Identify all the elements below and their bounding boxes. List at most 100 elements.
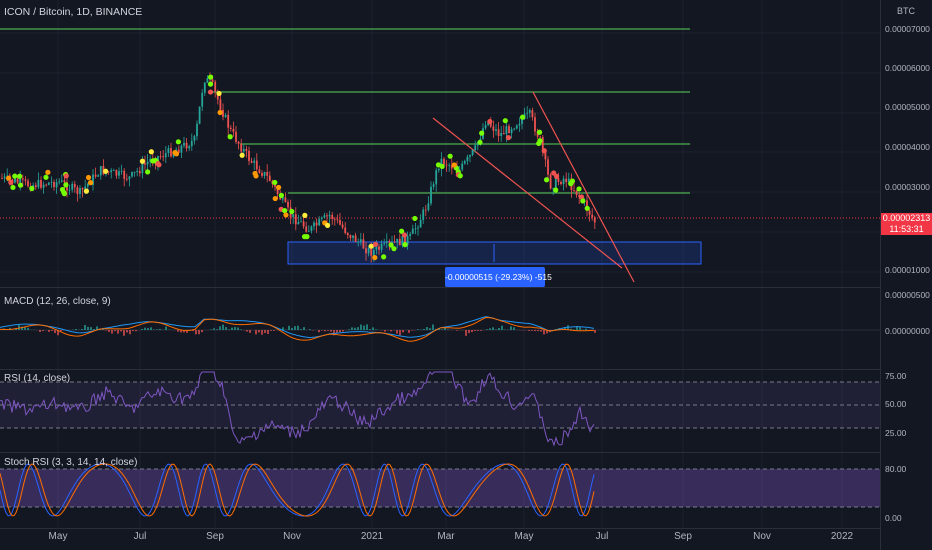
macd-histogram-bar (222, 324, 224, 330)
signal-dot (553, 173, 560, 179)
signal-dot (283, 212, 289, 218)
macd-histogram-bar (540, 330, 542, 332)
price-label: 0.00006000 (885, 63, 930, 73)
macd-histogram-bar (117, 330, 119, 334)
macd-histogram-bar (219, 326, 221, 330)
candle-body (437, 168, 440, 171)
signal-dot (402, 242, 408, 248)
candle-body (131, 172, 133, 177)
candle-body (398, 238, 401, 246)
macd-histogram-bar (570, 328, 572, 330)
candle-body (138, 170, 141, 174)
macd-histogram-bar (384, 330, 386, 332)
macd-histogram-bar (288, 325, 290, 330)
macd-histogram-bar (75, 329, 77, 330)
candle-body (328, 214, 331, 217)
macd-histogram-bar (423, 328, 425, 330)
macd-histogram-bar (489, 328, 491, 330)
macd-histogram-bar (126, 330, 128, 333)
signal-dot (584, 205, 590, 211)
macd-histogram-bar (255, 330, 257, 335)
macd-title[interactable]: MACD (12, 26, close, 9) (4, 296, 111, 307)
candle-body (573, 189, 575, 191)
macd-histogram-bar (426, 327, 428, 330)
candle-body (427, 203, 430, 210)
candle-body (339, 219, 341, 225)
macd-histogram-bar (486, 329, 488, 330)
candle-body (508, 126, 510, 134)
candle-body (505, 126, 508, 135)
candle-body (497, 129, 500, 137)
candle-body (547, 159, 549, 175)
candle-body (281, 197, 284, 200)
pane-separator-rsi[interactable] (0, 369, 880, 370)
pane-separator-stoch[interactable] (0, 452, 880, 453)
candle-body (79, 188, 81, 194)
price-range-measure-label[interactable]: -0.00000515 (-29.23%) -515 (445, 267, 552, 287)
candle-body (513, 128, 516, 130)
macd-histogram-bar (51, 330, 53, 331)
macd-histogram-bar (297, 325, 299, 330)
rsi-title[interactable]: RSI (14, close) (4, 373, 71, 384)
time-label: Nov (753, 531, 771, 542)
macd-histogram-bar (228, 329, 230, 330)
signal-dot (412, 215, 418, 222)
price-axis[interactable] (880, 0, 932, 550)
signal-dot (541, 148, 547, 154)
candle-body (123, 170, 126, 179)
macd-histogram-bar (324, 330, 326, 332)
macd-histogram-bar (390, 330, 392, 332)
signal-dot (216, 90, 222, 97)
signal-dot (439, 163, 445, 170)
candle-body (58, 181, 61, 183)
candle-body (331, 214, 334, 219)
macd-histogram-bar (108, 330, 110, 332)
candle-body (378, 246, 380, 250)
candle-body (242, 149, 245, 152)
candle-body (544, 151, 547, 160)
candle-body (367, 248, 370, 254)
candle-body (502, 133, 505, 135)
macd-histogram-bar (216, 329, 218, 330)
signal-dot (17, 173, 23, 179)
candle-body (349, 235, 352, 238)
macd-histogram-bar (429, 328, 431, 330)
macd-label: 0.00000500 (885, 290, 930, 300)
candle-body (484, 125, 487, 129)
symbol-title[interactable]: ICON / Bitcoin, 1D, BINANCE (4, 6, 143, 18)
candle-body (440, 158, 443, 169)
macd-histogram-bar (129, 330, 131, 335)
candle-body (385, 241, 388, 243)
macd-histogram-bar (396, 330, 398, 334)
candle-body (474, 145, 477, 150)
macd-histogram-bar (495, 329, 497, 330)
candle-body (99, 166, 102, 176)
candle-body (149, 159, 152, 162)
signal-dot (451, 162, 457, 168)
signal-line (0, 316, 595, 342)
signal-dot (150, 158, 156, 164)
macd-histogram-bar (180, 330, 182, 333)
macd-histogram-bar (57, 330, 59, 336)
macd-histogram-bar (210, 329, 212, 330)
pane-separator-macd[interactable] (0, 287, 880, 288)
stoch-rsi-title[interactable]: Stoch RSI (3, 3, 14, 14, close) (4, 457, 138, 468)
time-label: Sep (206, 531, 224, 542)
candle-body (164, 153, 167, 158)
candle-body (531, 110, 534, 118)
macd-histogram-bar (342, 330, 344, 332)
candle-body (370, 248, 373, 256)
macd-histogram-bar (201, 330, 203, 333)
candle-body (414, 228, 417, 230)
signal-dot (272, 195, 278, 202)
candle-body (190, 140, 193, 147)
candle-body (466, 156, 469, 162)
signal-dot (87, 180, 94, 186)
candle-body (536, 131, 539, 137)
chart-canvas[interactable] (0, 0, 880, 550)
signal-dot (536, 129, 543, 135)
candle-body (203, 82, 206, 93)
rsi-band (0, 382, 880, 428)
candle-body (229, 127, 232, 129)
